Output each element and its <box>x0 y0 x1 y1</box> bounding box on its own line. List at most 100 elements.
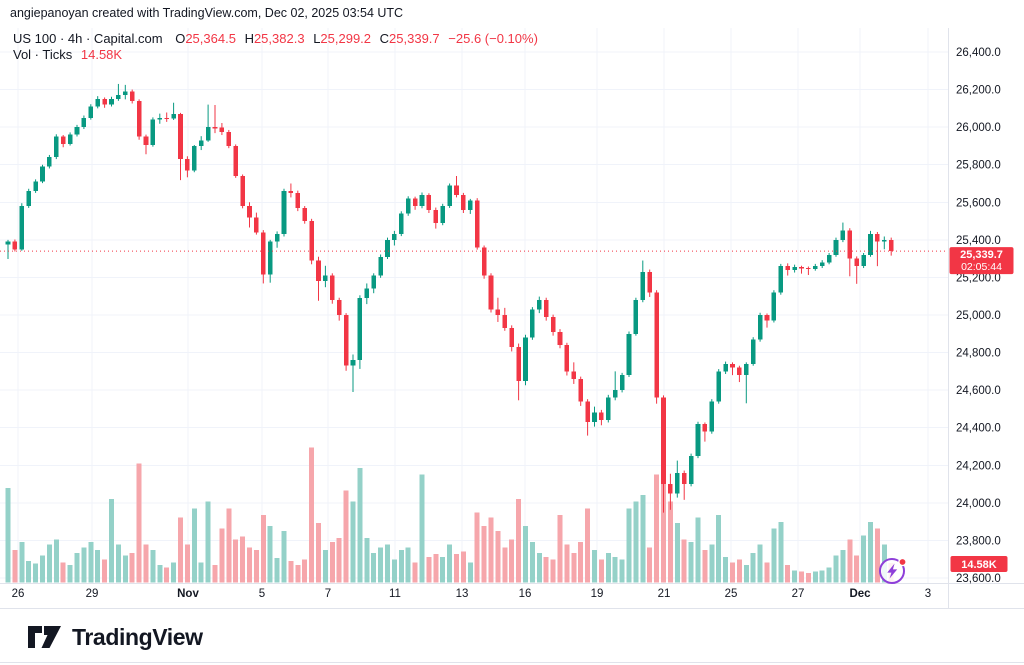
candle-body <box>302 207 307 222</box>
volume-bar <box>433 554 439 583</box>
candle-body <box>81 117 87 128</box>
candle-body <box>198 140 204 146</box>
candle-body <box>523 337 528 381</box>
volume-bar <box>640 494 646 583</box>
time-axis-label: 16 <box>519 588 532 600</box>
candle-body <box>578 378 583 402</box>
candle-body <box>157 117 163 120</box>
candle-body <box>888 239 894 252</box>
price-chart-pane[interactable]: 26,400.0 26,200.0 26,000.0 25,800.0 25,600.0… <box>0 0 1024 612</box>
candle-body <box>854 258 859 267</box>
volume-bar <box>19 542 25 583</box>
time-axis-label: 11 <box>389 588 401 600</box>
volume-bar <box>447 544 453 583</box>
candle-body <box>219 127 225 132</box>
candle-body <box>868 234 873 255</box>
candle-body <box>343 315 349 366</box>
volume-bar <box>371 552 377 583</box>
candle-body <box>419 194 425 207</box>
volume-bar <box>578 542 584 583</box>
candle-body <box>557 331 563 346</box>
candle-body <box>875 234 880 242</box>
spark-boost-icon[interactable] <box>876 554 910 588</box>
axis-badges: 25,339.702:05:44 14.58K <box>949 247 1014 572</box>
candle-body <box>26 191 31 207</box>
candle-body <box>778 266 784 293</box>
volume-bar <box>612 556 618 583</box>
last-price-badge-value: 25,339.7 <box>960 249 1003 261</box>
ohlc-close: C25,339.7 <box>379 31 440 46</box>
candle-body <box>606 397 611 421</box>
volume-indicator-label[interactable]: Vol · Ticks <box>13 47 73 62</box>
candle-body <box>764 315 770 321</box>
volume-bar <box>688 542 694 583</box>
volume-bar <box>171 562 177 583</box>
candle-body <box>744 363 749 376</box>
candle-body <box>481 247 487 276</box>
candle-body <box>592 412 597 423</box>
candle-body <box>647 271 652 293</box>
candle-body <box>205 127 211 141</box>
volume-bar <box>309 447 315 583</box>
volume-bar <box>743 564 749 583</box>
candle-body <box>350 360 356 366</box>
volume-bar <box>716 515 722 583</box>
price-axis-label: 25,400.0 <box>956 235 1001 247</box>
volume-bar <box>840 550 846 583</box>
volume-bar <box>219 528 225 583</box>
price-axis-label: 25,200.0 <box>956 272 1001 284</box>
volume-bar <box>95 550 101 583</box>
candle-body <box>468 200 473 210</box>
candle-body <box>799 267 804 269</box>
candle-body <box>392 234 397 240</box>
volume-bar <box>385 544 390 583</box>
candle-body <box>564 345 570 372</box>
volume-bar <box>771 528 777 583</box>
axis-borders <box>0 28 1024 609</box>
candle-body <box>530 309 535 338</box>
tradingview-logo[interactable]: TradingView <box>27 620 203 654</box>
volume-bar <box>626 508 632 583</box>
volume-bar <box>150 550 156 583</box>
price-axis-label: 26,200.0 <box>956 85 1001 97</box>
volume-bar <box>336 537 342 583</box>
volume-bar <box>736 559 742 583</box>
volume-bar <box>316 523 321 583</box>
time-axis-label: 5 <box>259 588 265 600</box>
volume-bar <box>302 559 308 583</box>
candle-body <box>723 363 728 372</box>
lightning-bolt-icon <box>887 563 898 579</box>
price-axis[interactable]: 26,400.0 26,200.0 26,000.0 25,800.0 25,600.0… <box>956 47 1001 585</box>
candle-body <box>695 423 701 456</box>
volume-bar <box>398 550 404 583</box>
volume-bar <box>281 531 287 583</box>
volume-bar <box>757 544 763 583</box>
volume-bar <box>226 508 232 583</box>
candle-body <box>454 185 459 195</box>
volume-bar <box>40 555 45 583</box>
candle-body <box>474 200 480 248</box>
candle-body <box>5 241 11 245</box>
symbol-title[interactable]: US 100 · 4h · Capital.com <box>13 31 163 46</box>
candle-body <box>806 268 811 270</box>
legend-symbol-row: US 100 · 4h · Capital.com O25,364.5 H25,… <box>13 31 538 47</box>
volume-bar <box>33 563 39 583</box>
attribution-text: angiepanoyan created with TradingView.co… <box>10 6 404 20</box>
candle-body <box>274 234 280 242</box>
candle-body <box>233 145 238 176</box>
candle-body <box>399 213 404 235</box>
candle-body <box>819 262 825 267</box>
volume-bar <box>509 539 515 583</box>
candle-body <box>668 484 673 494</box>
volume-bar <box>495 531 501 583</box>
volume-bar <box>868 521 873 583</box>
candle-body <box>123 91 128 96</box>
chart-legend[interactable]: US 100 · 4h · Capital.com O25,364.5 H25,… <box>13 31 538 63</box>
candle-body <box>60 136 66 145</box>
candle-body <box>619 375 625 391</box>
ohlc-open: O25,364.5 <box>175 31 236 46</box>
volume-bar <box>488 517 494 583</box>
time-axis[interactable]: 26 29 Nov 5 7 11 13 16 19 21 25 27 Dec 3 <box>12 588 932 600</box>
candle-body <box>550 316 556 332</box>
candle-body <box>116 95 121 99</box>
